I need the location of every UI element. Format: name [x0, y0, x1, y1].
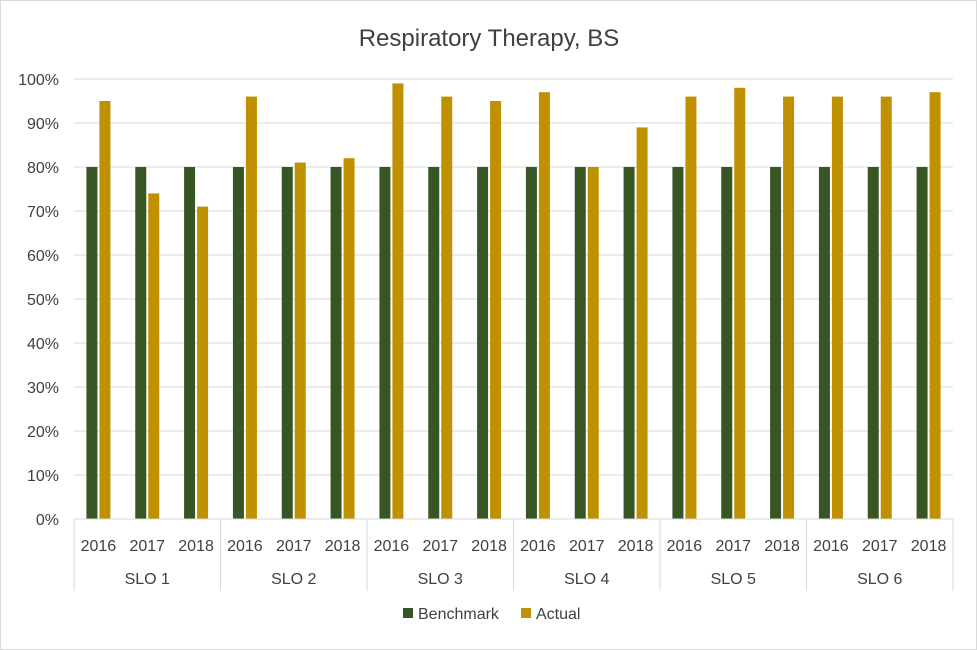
bar-benchmark-slo-4-2016	[525, 167, 537, 519]
legend-swatch-benchmark	[403, 608, 413, 618]
bar-benchmark-slo-2-2017	[281, 167, 293, 519]
chart-title: Respiratory Therapy, BS	[359, 25, 620, 52]
bar-actual-slo-6-2016	[831, 96, 843, 519]
x-year-label: 2017	[276, 538, 312, 555]
bar-benchmark-slo-4-2017	[574, 167, 586, 519]
bar-actual-slo-4-2018	[636, 127, 648, 520]
x-group-label: SLO 6	[857, 571, 902, 588]
bar-benchmark-slo-4-2018	[623, 167, 635, 519]
x-year-label: 2018	[178, 538, 214, 555]
x-group-label: SLO 4	[564, 571, 609, 588]
x-year-label: 2016	[227, 538, 263, 555]
x-year-label: 2016	[81, 538, 117, 555]
x-year-label: 2016	[813, 538, 849, 555]
bar-benchmark-slo-5-2017	[721, 167, 733, 519]
bars	[86, 83, 941, 520]
bar-benchmark-slo-3-2018	[477, 167, 489, 519]
x-year-label: 2018	[911, 538, 947, 555]
x-year-label: 2018	[618, 538, 654, 555]
bar-benchmark-slo-6-2016	[818, 167, 830, 519]
y-tick-label: 80%	[27, 160, 59, 177]
bar-actual-slo-2-2018	[343, 158, 355, 519]
x-group-label: SLO 2	[271, 571, 316, 588]
bar-benchmark-slo-2-2016	[232, 167, 244, 519]
x-year-label: 2016	[374, 538, 410, 555]
bar-actual-slo-4-2016	[538, 92, 550, 519]
x-year-label: 2018	[471, 538, 507, 555]
y-tick-label: 100%	[18, 72, 59, 89]
bar-actual-slo-2-2017	[294, 162, 306, 519]
x-year-label: 2017	[715, 538, 751, 555]
bar-actual-slo-3-2017	[441, 96, 453, 519]
x-year-label: 2018	[764, 538, 800, 555]
y-tick-label: 10%	[27, 468, 59, 485]
legend: Benchmark Actual	[403, 606, 580, 623]
x-year-label: 2016	[667, 538, 703, 555]
x-year-label: 2017	[422, 538, 458, 555]
y-tick-label: 30%	[27, 380, 59, 397]
x-year-label: 2017	[862, 538, 898, 555]
x-year-label: 2017	[129, 538, 165, 555]
bar-benchmark-slo-5-2016	[672, 167, 684, 519]
legend-label-benchmark: Benchmark	[418, 606, 500, 623]
gridlines	[74, 78, 953, 476]
bar-actual-slo-6-2017	[880, 96, 892, 519]
y-tick-label: 50%	[27, 292, 59, 309]
bar-benchmark-slo-3-2016	[379, 167, 391, 519]
y-tick-label: 70%	[27, 204, 59, 221]
bar-benchmark-slo-1-2018	[184, 167, 196, 519]
bar-actual-slo-4-2017	[587, 167, 599, 519]
x-group-label: SLO 5	[711, 571, 756, 588]
bar-actual-slo-5-2016	[685, 96, 697, 519]
legend-label-actual: Actual	[536, 606, 580, 623]
bar-benchmark-slo-2-2018	[330, 167, 342, 519]
bar-benchmark-slo-6-2017	[867, 167, 879, 519]
y-tick-label: 90%	[27, 116, 59, 133]
bar-actual-slo-5-2018	[783, 96, 795, 519]
bar-actual-slo-5-2017	[734, 87, 746, 520]
x-year-label: 2017	[569, 538, 605, 555]
bar-benchmark-slo-3-2017	[428, 167, 440, 519]
bar-benchmark-slo-6-2018	[916, 167, 928, 519]
bar-benchmark-slo-1-2017	[135, 167, 147, 519]
bar-benchmark-slo-5-2018	[770, 167, 782, 519]
y-axis-tick-labels: 0% 10% 20% 30% 40% 50% 60% 70% 80% 90% 100%	[18, 72, 59, 529]
bar-actual-slo-1-2018	[197, 206, 209, 519]
y-tick-label: 60%	[27, 248, 59, 265]
bar-benchmark-slo-1-2016	[86, 167, 98, 519]
x-group-label: SLO 3	[418, 571, 463, 588]
bar-actual-slo-6-2018	[929, 92, 941, 519]
bar-actual-slo-3-2016	[392, 83, 404, 520]
bar-actual-slo-1-2016	[99, 101, 111, 519]
legend-swatch-actual	[521, 608, 531, 618]
bar-actual-slo-1-2017	[148, 193, 160, 519]
bar-actual-slo-2-2016	[245, 96, 257, 519]
y-tick-label: 40%	[27, 336, 59, 353]
x-axis: 2016 2017 2018 2016 2017 2018 2016 2017 2018 2016…	[73, 518, 954, 591]
y-tick-label: 20%	[27, 424, 59, 441]
y-tick-label: 0%	[36, 512, 59, 529]
bar-actual-slo-3-2018	[490, 101, 502, 519]
x-group-label: SLO 1	[125, 571, 170, 588]
x-year-label: 2016	[520, 538, 556, 555]
x-year-label: 2018	[325, 538, 361, 555]
